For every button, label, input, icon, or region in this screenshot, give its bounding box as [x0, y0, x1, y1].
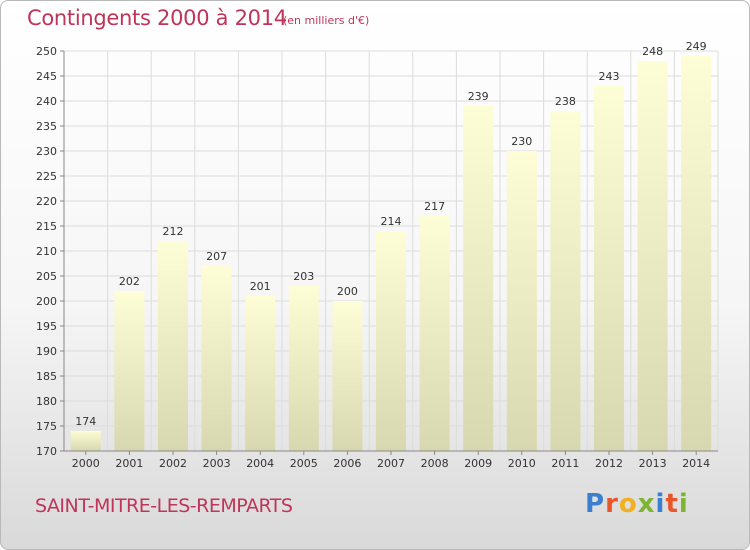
bar-value-label: 217	[424, 200, 445, 213]
bar	[201, 266, 232, 451]
bar	[681, 56, 712, 451]
bar	[637, 61, 668, 451]
logo-letter: r	[605, 489, 619, 519]
y-tick-label: 245	[36, 70, 57, 83]
bar	[114, 291, 145, 451]
bar-value-label: 238	[555, 95, 576, 108]
x-tick-label: 2011	[551, 457, 579, 470]
x-tick-label: 2014	[682, 457, 710, 470]
y-tick-label: 240	[36, 95, 57, 108]
bars	[70, 56, 712, 451]
logo-letter: i	[678, 489, 689, 519]
x-tick-label: 2003	[203, 457, 231, 470]
commune-name: SAINT-MITRE-LES-REMPARTS	[35, 495, 293, 517]
x-tick-label: 2012	[595, 457, 623, 470]
bar	[550, 111, 581, 451]
y-tick-label: 190	[36, 345, 57, 358]
x-tick-label: 2008	[421, 457, 449, 470]
y-tick-label: 220	[36, 195, 57, 208]
bar-value-label: 207	[206, 250, 227, 263]
bar-value-label: 248	[642, 45, 663, 58]
logo-letter: P	[585, 489, 606, 519]
y-tick-label: 175	[36, 420, 57, 433]
bar-value-label: 249	[686, 40, 707, 53]
y-tick-label: 230	[36, 145, 57, 158]
y-tick-label: 185	[36, 370, 57, 383]
bar	[70, 431, 101, 451]
bar-value-label: 200	[337, 285, 358, 298]
bar-value-label: 239	[468, 90, 489, 103]
x-tick-label: 2010	[508, 457, 536, 470]
bar-value-label: 214	[381, 215, 402, 228]
x-tick-label: 2001	[115, 457, 143, 470]
bar-value-label: 243	[599, 70, 620, 83]
bar	[158, 241, 188, 451]
logo-letter: x	[637, 489, 656, 519]
y-tick-label: 205	[36, 270, 57, 283]
bar-value-label: 203	[293, 270, 314, 283]
y-tick-label: 170	[36, 445, 57, 458]
y-tick-label: 195	[36, 320, 57, 333]
chart-title: Contingents 2000 à 2014	[27, 6, 287, 30]
bar	[376, 231, 406, 451]
proxiti-logo: Proxiti	[585, 489, 689, 519]
x-tick-label: 2007	[377, 457, 405, 470]
logo-letter: o	[618, 489, 638, 519]
chart-subtitle: (en milliers d'€)	[283, 14, 370, 27]
y-tick-label: 210	[36, 245, 57, 258]
y-tick-label: 225	[36, 170, 57, 183]
y-tick-label: 235	[36, 120, 57, 133]
x-tick-label: 2009	[464, 457, 492, 470]
bar	[332, 301, 363, 451]
logo-letter: i	[655, 489, 666, 519]
bar-value-label: 230	[511, 135, 532, 148]
x-tick-label: 2005	[290, 457, 318, 470]
bar-value-label: 174	[75, 415, 96, 428]
labels: 170 175 180 185 190 195 200 205 210 215 220 225 230 2…	[36, 40, 710, 470]
bar	[419, 216, 450, 451]
x-tick-label: 2000	[72, 457, 100, 470]
x-tick-label: 2004	[246, 457, 274, 470]
y-tick-label: 250	[36, 45, 57, 58]
y-tick-label: 180	[36, 395, 57, 408]
axes	[60, 50, 718, 455]
x-tick-label: 2013	[639, 457, 667, 470]
logo-letter: t	[665, 489, 679, 519]
y-tick-label: 200	[36, 295, 57, 308]
bar	[594, 86, 624, 451]
y-tick-label: 215	[36, 220, 57, 233]
bar-value-label: 212	[163, 225, 184, 238]
x-tick-label: 2002	[159, 457, 187, 470]
bar	[506, 151, 537, 451]
bar-value-label: 201	[250, 280, 271, 293]
x-tick-label: 2006	[333, 457, 361, 470]
bar	[245, 296, 276, 451]
bar-value-label: 202	[119, 275, 140, 288]
bar	[463, 106, 494, 451]
bar	[288, 286, 319, 451]
